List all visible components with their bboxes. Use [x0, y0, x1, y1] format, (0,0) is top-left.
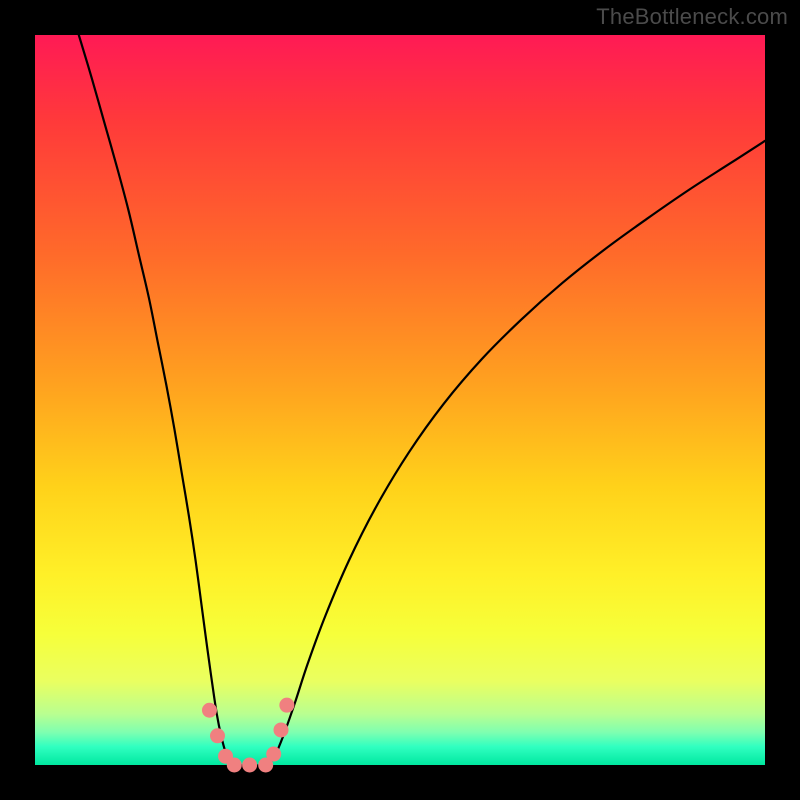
- chart-container: TheBottleneck.com: [0, 0, 800, 800]
- plot-background: [35, 35, 765, 765]
- marker-point: [202, 703, 217, 718]
- marker-point: [210, 728, 225, 743]
- marker-point: [242, 758, 257, 773]
- bottleneck-curve-chart: [0, 0, 800, 800]
- marker-point: [266, 747, 281, 762]
- marker-point: [279, 698, 294, 713]
- marker-point: [274, 722, 289, 737]
- marker-point: [227, 758, 242, 773]
- watermark-text: TheBottleneck.com: [596, 4, 788, 30]
